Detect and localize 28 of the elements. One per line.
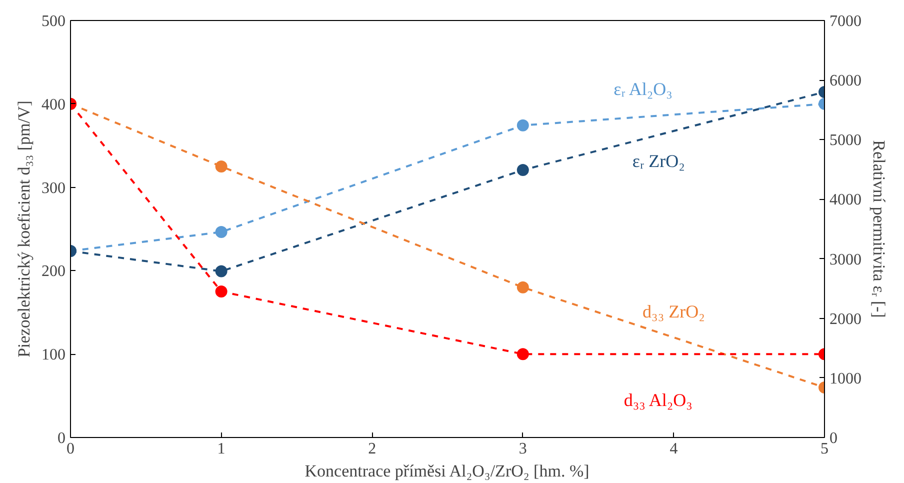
x-tick-label: 2 — [368, 440, 376, 458]
y2-tick-label: 4000 — [830, 192, 862, 209]
y-tick-label: 0 — [58, 430, 66, 447]
x-tick-label: 3 — [518, 440, 527, 458]
y2-tick-label: 1000 — [830, 370, 862, 388]
y2-tick-label: 7000 — [830, 13, 862, 30]
y-axis-title: Piezoelektrický koeficient d₃₃ [pm/V] — [14, 100, 34, 358]
y-tick-label: 500 — [42, 13, 66, 30]
y2-tick-label: 5000 — [830, 132, 862, 150]
x-tick-label: 5 — [820, 440, 828, 458]
series-label: εᵣ ZrO₂ — [632, 150, 685, 171]
y-tick-label: 100 — [42, 346, 66, 364]
series-label: εᵣ Al₂O₃ — [614, 78, 672, 99]
y2-tick-label: 2000 — [830, 310, 862, 328]
y2-tick-label: 6000 — [830, 72, 862, 90]
series-label: d₃₃ Al₂O₃ — [624, 390, 692, 410]
series-label: d₃₃ ZrO₂ — [642, 301, 705, 322]
x-axis-title: Koncentrace příměsi Al₂O₃/ZrO₂ [hm. %] — [304, 462, 590, 480]
y-tick-label: 300 — [42, 180, 66, 197]
x-tick-label: 1 — [217, 440, 226, 458]
y2-tick-label: 3000 — [830, 251, 862, 268]
point — [516, 348, 529, 360]
point — [516, 164, 529, 176]
y2-axis-title: Relativní permitivita εᵣ [-] — [870, 140, 888, 318]
y2-tick-label: 0 — [830, 430, 838, 447]
y-tick-label: 400 — [42, 96, 66, 114]
y-tick-label: 200 — [42, 263, 66, 280]
x-tick-label: 4 — [670, 440, 678, 458]
